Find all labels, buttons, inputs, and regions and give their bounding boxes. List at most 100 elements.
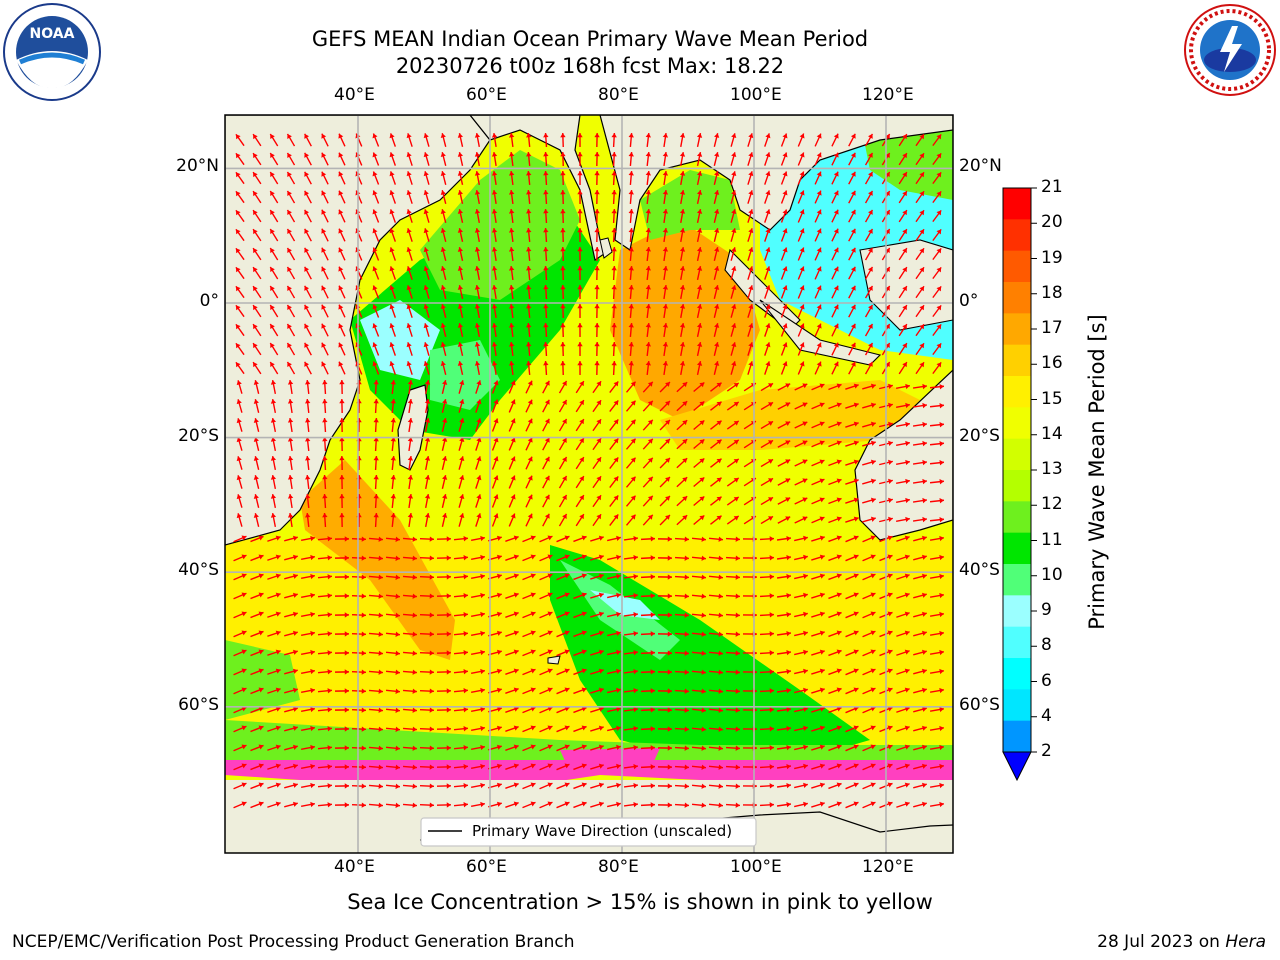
wave-direction-arrow <box>628 360 634 376</box>
wave-direction-arrow <box>286 209 296 223</box>
wave-direction-arrow <box>674 612 690 618</box>
wave-direction-arrow <box>862 801 876 809</box>
wave-direction-arrow <box>284 554 298 561</box>
wave-direction-arrow <box>287 436 294 452</box>
wave-direction-arrow <box>710 420 722 430</box>
wave-direction-arrow <box>710 401 722 411</box>
wave-direction-arrow <box>640 802 656 808</box>
wave-direction-arrow <box>713 323 720 337</box>
wave-direction-arrow <box>864 228 874 242</box>
wave-direction-arrow <box>814 133 822 147</box>
wave-direction-arrow <box>780 209 788 223</box>
wave-direction-arrow <box>913 725 927 732</box>
wave-direction-arrow <box>233 592 247 600</box>
wave-direction-arrow <box>424 493 431 509</box>
wave-direction-arrow <box>317 764 333 770</box>
wave-direction-arrow <box>730 323 737 337</box>
wave-direction-arrow <box>526 227 532 243</box>
wave-direction-arrow <box>913 801 927 808</box>
wave-direction-arrow <box>915 266 925 280</box>
wave-direction-arrow <box>406 133 413 147</box>
wave-direction-arrow <box>693 381 705 393</box>
wave-direction-arrow <box>389 171 397 185</box>
wave-direction-arrow <box>558 494 568 508</box>
wave-direction-arrow <box>896 649 910 656</box>
wave-direction-arrow <box>453 555 469 561</box>
wave-direction-arrow <box>423 266 430 280</box>
wave-direction-arrow <box>929 422 945 428</box>
wave-direction-arrow <box>402 764 418 770</box>
wave-direction-arrow <box>679 322 686 338</box>
wave-direction-arrow <box>372 152 380 166</box>
wave-direction-arrow <box>912 440 928 447</box>
wave-direction-arrow <box>235 285 245 299</box>
wave-direction-arrow <box>300 668 316 675</box>
wave-direction-arrow <box>402 536 418 542</box>
colorbar-tick-label: 21 <box>1041 177 1063 197</box>
wave-direction-arrow <box>470 706 486 713</box>
wave-direction-arrow <box>475 494 482 508</box>
wave-direction-arrow <box>284 687 298 694</box>
wave-direction-arrow <box>317 536 333 542</box>
wave-direction-arrow <box>759 536 775 542</box>
wave-direction-arrow <box>780 323 788 337</box>
wave-direction-arrow <box>252 361 262 375</box>
wave-direction-arrow <box>794 687 808 694</box>
wave-direction-arrow <box>814 361 822 375</box>
wave-direction-arrow <box>556 687 570 695</box>
wave-direction-arrow <box>440 266 447 280</box>
wave-direction-arrow <box>470 668 486 675</box>
wave-direction-arrow <box>708 593 724 599</box>
wave-direction-arrow <box>250 649 264 657</box>
wave-direction-arrow <box>539 573 553 581</box>
wave-direction-arrow <box>543 227 549 243</box>
wave-direction-arrow <box>522 687 536 695</box>
wave-direction-arrow <box>725 650 741 656</box>
wave-direction-arrow <box>508 208 515 224</box>
wave-direction-arrow <box>539 630 553 638</box>
wave-direction-arrow <box>862 383 876 390</box>
wave-direction-arrow <box>440 285 447 299</box>
map-legend <box>420 817 757 847</box>
wave-direction-arrow <box>338 152 346 166</box>
wave-direction-arrow <box>419 688 435 694</box>
wave-direction-arrow <box>659 381 671 393</box>
wave-direction-arrow <box>556 611 570 619</box>
wave-direction-arrow <box>556 668 570 676</box>
wave-direction-arrow <box>845 782 859 790</box>
wave-direction-arrow <box>831 342 839 356</box>
colorbar-title: Primary Wave Mean Period [s] <box>1085 314 1109 630</box>
wave-direction-arrow <box>657 783 673 789</box>
wave-direction-arrow <box>679 360 686 376</box>
wave-direction-arrow <box>458 456 465 470</box>
wave-direction-arrow <box>440 152 447 166</box>
wave-direction-arrow <box>708 688 724 694</box>
wave-direction-arrow <box>607 630 621 637</box>
wave-direction-arrow <box>250 668 264 676</box>
wave-direction-arrow <box>611 170 617 186</box>
wave-direction-arrow <box>575 399 585 413</box>
wave-direction-arrow <box>764 361 771 375</box>
wave-direction-arrow <box>691 669 707 675</box>
wave-direction-arrow <box>676 400 688 412</box>
wave-direction-arrow <box>287 474 294 490</box>
wave-direction-arrow <box>864 152 874 166</box>
wave-direction-arrow <box>573 630 587 638</box>
wave-direction-arrow <box>590 573 604 580</box>
wave-direction-arrow <box>526 265 532 281</box>
wave-direction-arrow <box>372 361 380 375</box>
wave-direction-arrow <box>696 361 703 375</box>
wave-direction-arrow <box>470 687 486 694</box>
wave-direction-arrow <box>776 725 792 732</box>
wave-direction-arrow <box>693 495 705 507</box>
wave-direction-arrow <box>848 323 856 337</box>
wave-direction-arrow <box>539 668 553 676</box>
wave-direction-arrow <box>913 668 927 675</box>
wave-direction-arrow <box>730 304 737 318</box>
wave-direction-arrow <box>419 745 435 751</box>
wave-direction-arrow <box>776 744 792 751</box>
wave-direction-arrow <box>368 612 384 618</box>
wave-direction-arrow <box>560 341 566 357</box>
wave-direction-arrow <box>453 783 469 789</box>
wave-direction-arrow <box>713 152 720 166</box>
